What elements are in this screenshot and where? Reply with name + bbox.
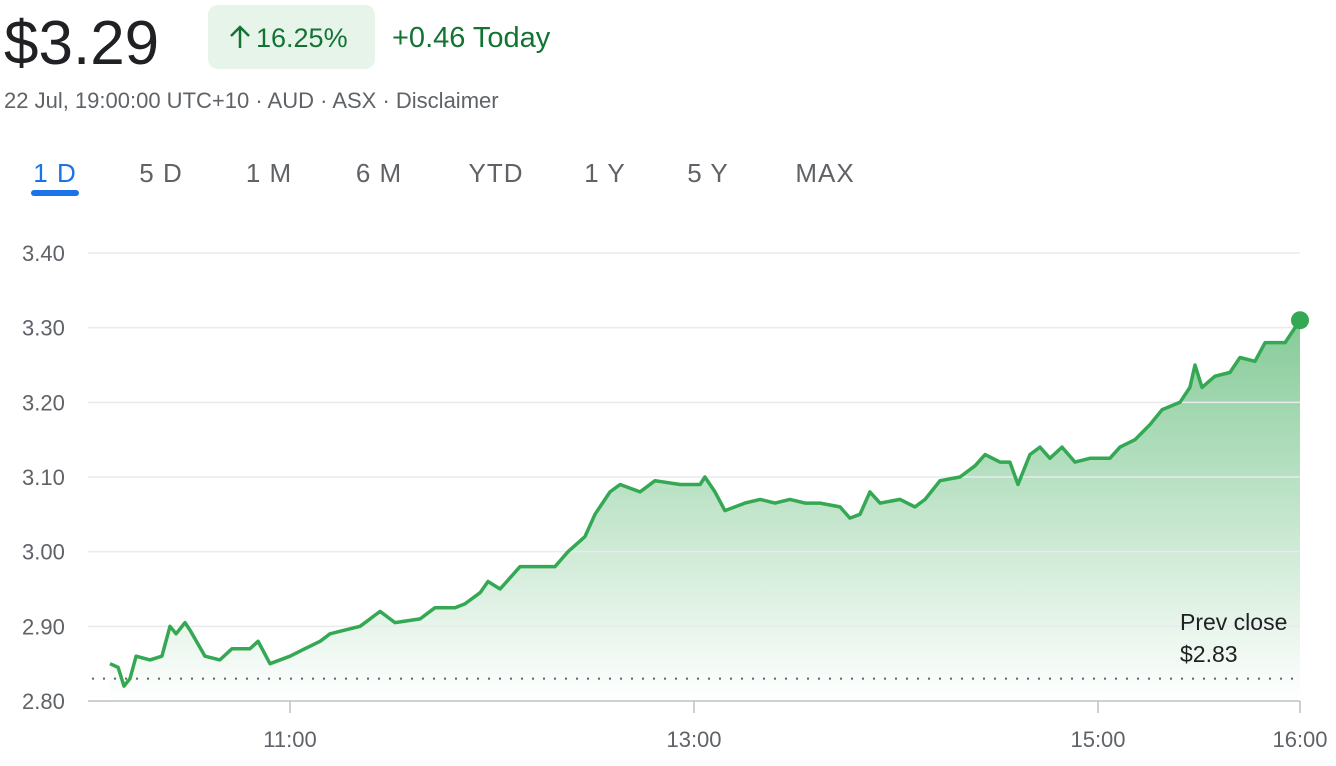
y-tick-label: 3.10 (22, 465, 65, 490)
range-tab[interactable]: 1 Y (584, 158, 626, 188)
subtitle: 22 Jul, 19:00:00 UTC+10 · AUD · ASX · Di… (4, 88, 499, 113)
active-tab-indicator (31, 190, 79, 196)
y-tick-label: 3.00 (22, 540, 65, 565)
change-today: +0.46 Today (392, 22, 551, 54)
range-tab[interactable]: 5 Y (687, 158, 729, 188)
x-tick-label: 13:00 (666, 727, 721, 752)
x-tick-label: 15:00 (1070, 727, 1125, 752)
range-tab[interactable]: MAX (795, 158, 854, 188)
change-chip (208, 5, 375, 69)
y-tick-label: 2.90 (22, 614, 65, 639)
price-area (110, 320, 1300, 701)
y-tick-label: 3.30 (22, 316, 65, 341)
up-arrow (230, 25, 250, 48)
x-tick-label: 11:00 (263, 727, 316, 752)
price-line (109, 319, 1302, 688)
price: $3.29 (4, 9, 159, 78)
range-tab[interactable]: 5 D (139, 158, 182, 188)
range-tab[interactable]: 1 M (246, 158, 292, 188)
x-tick-label: 16:00 (1272, 727, 1327, 752)
change-percent: 16.25% (256, 23, 348, 53)
range-tab[interactable]: YTD (469, 158, 524, 188)
y-tick-label: 2.80 (22, 689, 65, 714)
y-tick-label: 3.40 (22, 241, 65, 266)
prev-close-value: $2.83 (1180, 641, 1238, 667)
y-tick-label: 3.20 (22, 390, 65, 415)
prev-close-label: Prev close (1180, 609, 1287, 635)
range-tab[interactable]: 6 M (356, 158, 402, 188)
range-tab[interactable]: 1 D (33, 158, 76, 188)
last-price-dot (1291, 311, 1309, 330)
